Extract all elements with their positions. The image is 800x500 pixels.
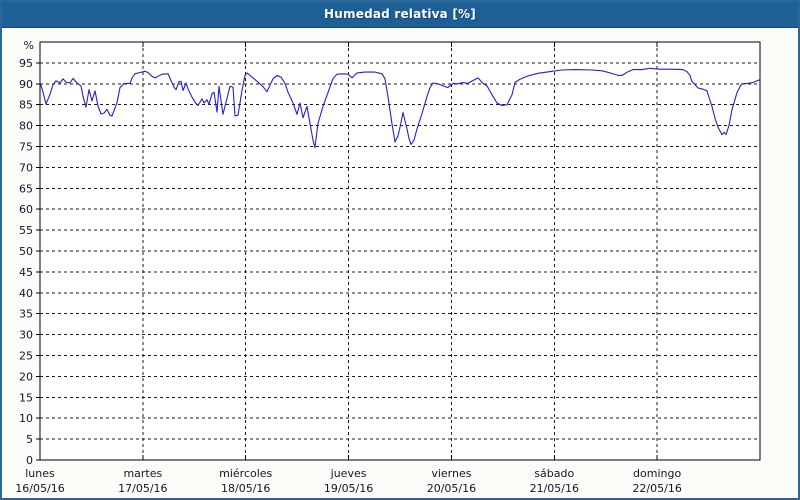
y-tick-label: 55 xyxy=(19,224,33,237)
x-day-name: domingo xyxy=(633,467,681,480)
y-tick-label: 85 xyxy=(19,99,33,112)
x-day-name: miércoles xyxy=(219,467,272,480)
y-tick-label: 90 xyxy=(19,78,33,91)
y-axis-unit-label: % xyxy=(24,39,34,52)
y-tick-label: 5 xyxy=(26,433,33,446)
y-tick-label: 10 xyxy=(19,412,33,425)
y-tick-label: 65 xyxy=(19,182,33,195)
y-tick-label: 70 xyxy=(19,161,33,174)
y-tick-label: 40 xyxy=(19,287,33,300)
y-tick-label: 95 xyxy=(19,57,33,70)
x-day-date: 16/05/16 xyxy=(15,482,64,495)
x-day-name: viernes xyxy=(431,467,471,480)
y-tick-label: 20 xyxy=(19,370,33,383)
x-day-name: jueves xyxy=(330,467,367,480)
x-day-name: sábado xyxy=(534,467,574,480)
x-day-date: 21/05/16 xyxy=(530,482,579,495)
x-day-date: 18/05/16 xyxy=(221,482,270,495)
chart-title: Humedad relativa [%] xyxy=(324,6,476,21)
x-day-date: 17/05/16 xyxy=(118,482,167,495)
y-tick-label: 25 xyxy=(19,350,33,363)
humidity-series-line xyxy=(39,67,761,149)
chart-title-bar: Humedad relativa [%] xyxy=(0,0,800,28)
y-tick-label: 15 xyxy=(19,391,33,404)
y-tick-label: 30 xyxy=(19,329,33,342)
y-tick-label: 0 xyxy=(26,454,33,467)
y-tick-label: 50 xyxy=(19,245,33,258)
y-tick-label: 45 xyxy=(19,266,33,279)
x-day-name: martes xyxy=(123,467,162,480)
y-tick-label: 80 xyxy=(19,120,33,133)
x-day-name: lunes xyxy=(25,467,55,480)
x-day-date: 20/05/16 xyxy=(427,482,476,495)
y-tick-label: 35 xyxy=(19,308,33,321)
y-tick-label: 75 xyxy=(19,141,33,154)
y-tick-label: 60 xyxy=(19,203,33,216)
x-day-date: 22/05/16 xyxy=(632,482,681,495)
x-day-date: 19/05/16 xyxy=(324,482,373,495)
